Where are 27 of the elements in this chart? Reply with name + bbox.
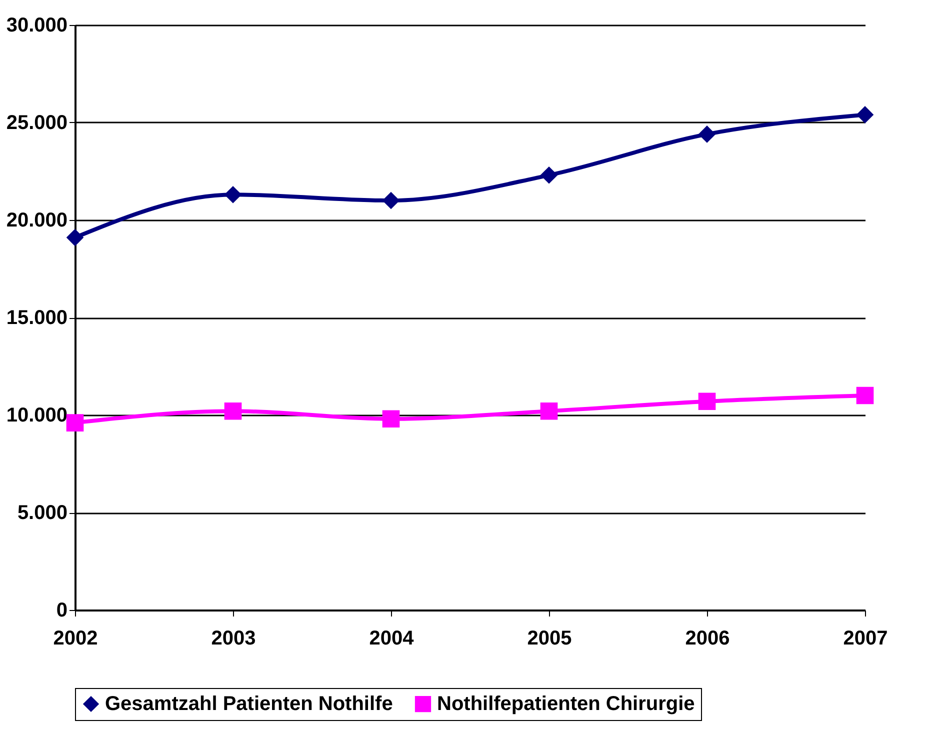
point — [224, 402, 242, 420]
legend-label: Nothilfepatienten Chirurgie — [437, 693, 695, 715]
point — [698, 126, 716, 143]
point — [66, 414, 84, 432]
y-tick-label: 20.000 — [6, 210, 68, 232]
x-tick-label: 2003 — [211, 628, 256, 650]
point — [856, 106, 874, 124]
point — [540, 402, 558, 420]
x-tick-label: 2006 — [685, 628, 730, 650]
legend-label: Gesamtzahl Patienten Nothilfe — [105, 693, 393, 715]
x-tick-label: 2007 — [843, 628, 888, 650]
point — [66, 228, 84, 246]
y-tick-label: 30.000 — [6, 14, 68, 36]
y-tick-label: 10.000 — [6, 404, 68, 426]
point — [698, 392, 716, 410]
point — [382, 410, 400, 428]
y-tick-label: 0 — [56, 600, 68, 622]
x-tick-label: 2004 — [369, 628, 415, 650]
point — [382, 192, 400, 210]
x-tick-label: 2005 — [527, 628, 572, 650]
point — [224, 186, 242, 204]
y-tick-label: 5.000 — [17, 502, 68, 524]
point — [856, 386, 874, 404]
y-tick-label: 25.000 — [6, 112, 68, 134]
x-tick-label: 2002 — [53, 628, 98, 650]
y-tick-label: 15.000 — [6, 307, 68, 329]
point — [540, 166, 558, 184]
